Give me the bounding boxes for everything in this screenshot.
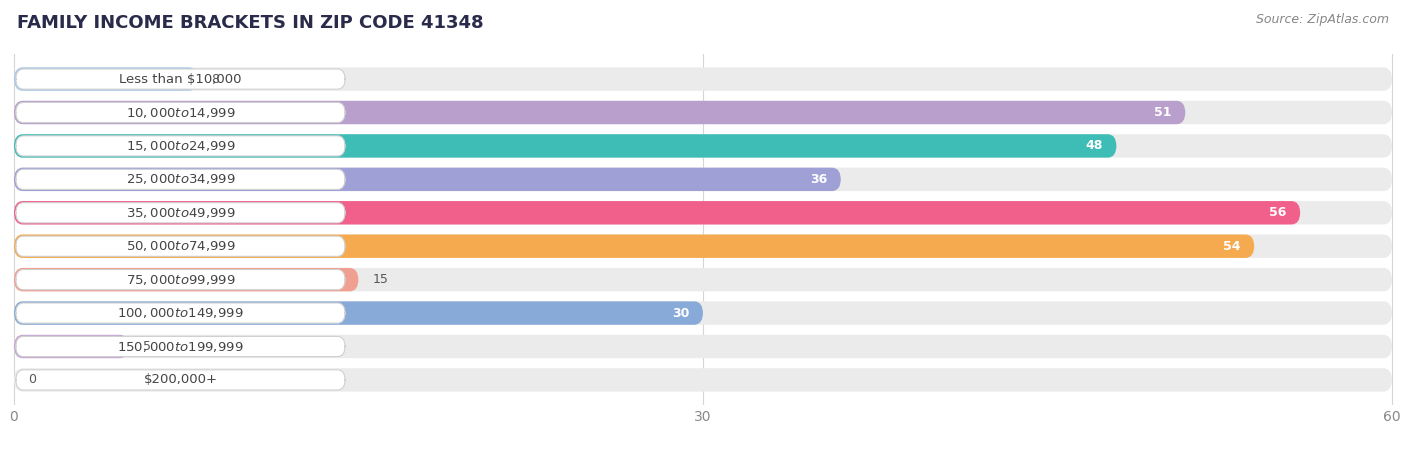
FancyBboxPatch shape bbox=[15, 270, 344, 290]
Text: 0: 0 bbox=[28, 374, 35, 387]
Text: $150,000 to $199,999: $150,000 to $199,999 bbox=[117, 339, 243, 354]
FancyBboxPatch shape bbox=[14, 101, 1392, 124]
FancyBboxPatch shape bbox=[15, 169, 344, 189]
FancyBboxPatch shape bbox=[14, 168, 841, 191]
Text: 30: 30 bbox=[672, 306, 689, 320]
Text: 48: 48 bbox=[1085, 140, 1102, 153]
FancyBboxPatch shape bbox=[14, 201, 1392, 225]
FancyBboxPatch shape bbox=[15, 370, 344, 390]
FancyBboxPatch shape bbox=[14, 368, 1392, 392]
FancyBboxPatch shape bbox=[14, 268, 1392, 291]
Text: $10,000 to $14,999: $10,000 to $14,999 bbox=[125, 105, 235, 120]
Text: $35,000 to $49,999: $35,000 to $49,999 bbox=[125, 206, 235, 220]
FancyBboxPatch shape bbox=[14, 134, 1116, 158]
Text: 5: 5 bbox=[142, 340, 150, 353]
Text: $25,000 to $34,999: $25,000 to $34,999 bbox=[125, 172, 235, 186]
FancyBboxPatch shape bbox=[14, 335, 1392, 358]
Text: 8: 8 bbox=[211, 72, 219, 86]
Text: 54: 54 bbox=[1223, 240, 1240, 253]
Text: FAMILY INCOME BRACKETS IN ZIP CODE 41348: FAMILY INCOME BRACKETS IN ZIP CODE 41348 bbox=[17, 14, 484, 32]
Text: 51: 51 bbox=[1154, 106, 1171, 119]
Text: Less than $10,000: Less than $10,000 bbox=[120, 72, 242, 86]
FancyBboxPatch shape bbox=[14, 201, 1301, 225]
Text: $15,000 to $24,999: $15,000 to $24,999 bbox=[125, 139, 235, 153]
FancyBboxPatch shape bbox=[14, 68, 198, 91]
FancyBboxPatch shape bbox=[15, 69, 344, 89]
Text: 36: 36 bbox=[810, 173, 827, 186]
FancyBboxPatch shape bbox=[15, 303, 344, 323]
Text: $75,000 to $99,999: $75,000 to $99,999 bbox=[125, 273, 235, 287]
Text: $100,000 to $149,999: $100,000 to $149,999 bbox=[117, 306, 243, 320]
FancyBboxPatch shape bbox=[15, 103, 344, 122]
Text: $200,000+: $200,000+ bbox=[143, 374, 218, 387]
FancyBboxPatch shape bbox=[15, 236, 344, 256]
FancyBboxPatch shape bbox=[14, 68, 1392, 91]
FancyBboxPatch shape bbox=[15, 202, 344, 223]
FancyBboxPatch shape bbox=[15, 337, 344, 356]
FancyBboxPatch shape bbox=[14, 168, 1392, 191]
FancyBboxPatch shape bbox=[14, 335, 129, 358]
Text: 15: 15 bbox=[373, 273, 388, 286]
FancyBboxPatch shape bbox=[15, 136, 344, 156]
Text: $50,000 to $74,999: $50,000 to $74,999 bbox=[125, 239, 235, 253]
FancyBboxPatch shape bbox=[14, 101, 1185, 124]
FancyBboxPatch shape bbox=[14, 268, 359, 291]
Text: Source: ZipAtlas.com: Source: ZipAtlas.com bbox=[1256, 14, 1389, 27]
FancyBboxPatch shape bbox=[14, 134, 1392, 158]
FancyBboxPatch shape bbox=[14, 234, 1254, 258]
FancyBboxPatch shape bbox=[14, 302, 1392, 325]
FancyBboxPatch shape bbox=[14, 234, 1392, 258]
Text: 56: 56 bbox=[1270, 206, 1286, 219]
FancyBboxPatch shape bbox=[14, 302, 703, 325]
